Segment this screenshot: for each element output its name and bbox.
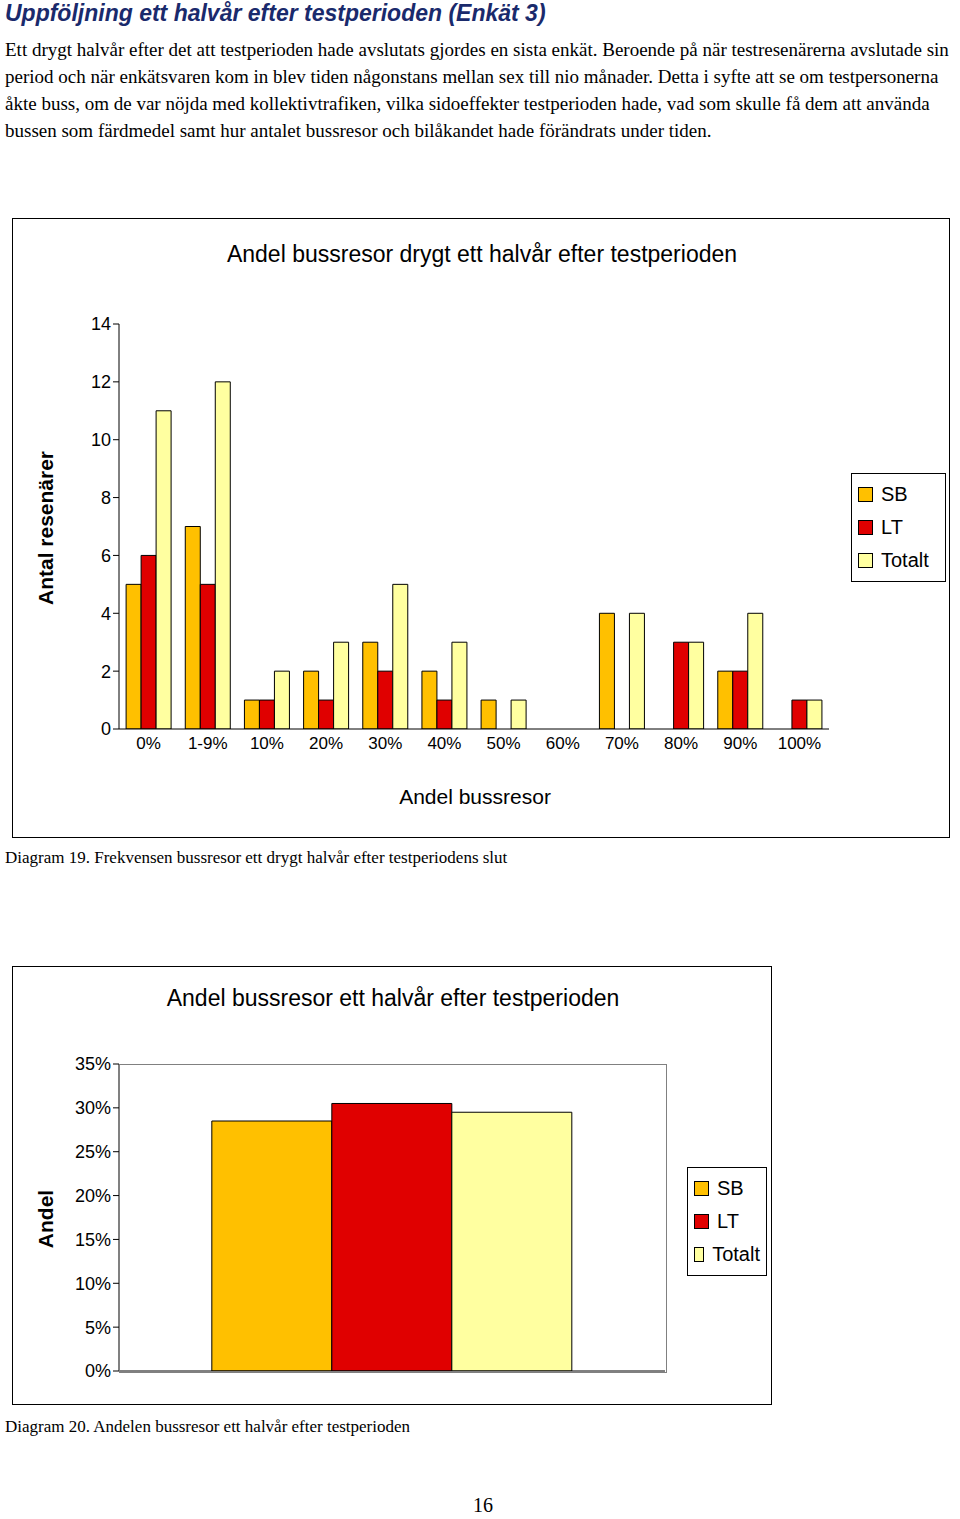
svg-text:0%: 0%	[136, 734, 161, 753]
svg-text:30%: 30%	[368, 734, 402, 753]
svg-text:0%: 0%	[85, 1361, 111, 1381]
html-text:Andel bussresor: Andel bussresor	[399, 785, 551, 808]
svg-text:100%: 100%	[778, 734, 821, 753]
svg-text:6: 6	[101, 546, 111, 566]
html-text:Andel: Andel	[34, 1189, 57, 1248]
html-text:Andel bussresor ett halvår eft: Andel bussresor ett halvår efter testper…	[166, 985, 620, 1011]
html-text:SB: SB	[881, 483, 908, 505]
svg-text:80%: 80%	[664, 734, 698, 753]
svg-text:10%: 10%	[75, 1274, 111, 1294]
svg-text:40%: 40%	[427, 734, 461, 753]
html-text:Uppföljning ett halvår efter t: Uppföljning ett halvår efter testperiode…	[5, 0, 546, 26]
svg-text:1-9%: 1-9%	[188, 734, 228, 753]
html-text:Andel bussresor drygt ett halv: Andel bussresor drygt ett halvår efter t…	[226, 241, 738, 267]
svg-text:90%: 90%	[723, 734, 757, 753]
html-text:Diagram 20. Andelen bussresor: Diagram 20. Andelen bussresor ett halvår…	[5, 1417, 410, 1436]
svg-text:2: 2	[101, 662, 111, 682]
svg-text:10: 10	[91, 430, 111, 450]
svg-text:0: 0	[101, 719, 111, 739]
svg-text:20%: 20%	[309, 734, 343, 753]
html-text:Totalt: Totalt	[881, 549, 929, 571]
svg-text:60%: 60%	[546, 734, 580, 753]
svg-text:15%: 15%	[75, 1230, 111, 1250]
svg-text:10%: 10%	[250, 734, 284, 753]
svg-text:20%: 20%	[75, 1186, 111, 1206]
svg-text:70%: 70%	[605, 734, 639, 753]
svg-text:25%: 25%	[75, 1142, 111, 1162]
svg-text:12: 12	[91, 372, 111, 392]
svg-text:4: 4	[101, 604, 111, 624]
html-text:LT: LT	[717, 1210, 739, 1232]
svg-text:35%: 35%	[75, 1054, 111, 1074]
svg-text:8: 8	[101, 488, 111, 508]
svg-text:50%: 50%	[487, 734, 521, 753]
html-text:SB: SB	[717, 1177, 744, 1199]
html-text:Antal resenärer: Antal resenärer	[34, 450, 57, 605]
html-text:Ett drygt halvår efter det att: Ett drygt halvår efter det att testperio…	[5, 39, 949, 141]
svg-text:5%: 5%	[85, 1318, 111, 1338]
html-text:Totalt: Totalt	[712, 1243, 760, 1265]
svg-text:30%: 30%	[75, 1098, 111, 1118]
html-text:16: 16	[473, 1494, 493, 1516]
html-text:LT: LT	[881, 516, 903, 538]
html-text:Diagram 19. Frekvensen bussres: Diagram 19. Frekvensen bussresor ett dry…	[5, 848, 508, 867]
svg-text:14: 14	[91, 314, 111, 334]
